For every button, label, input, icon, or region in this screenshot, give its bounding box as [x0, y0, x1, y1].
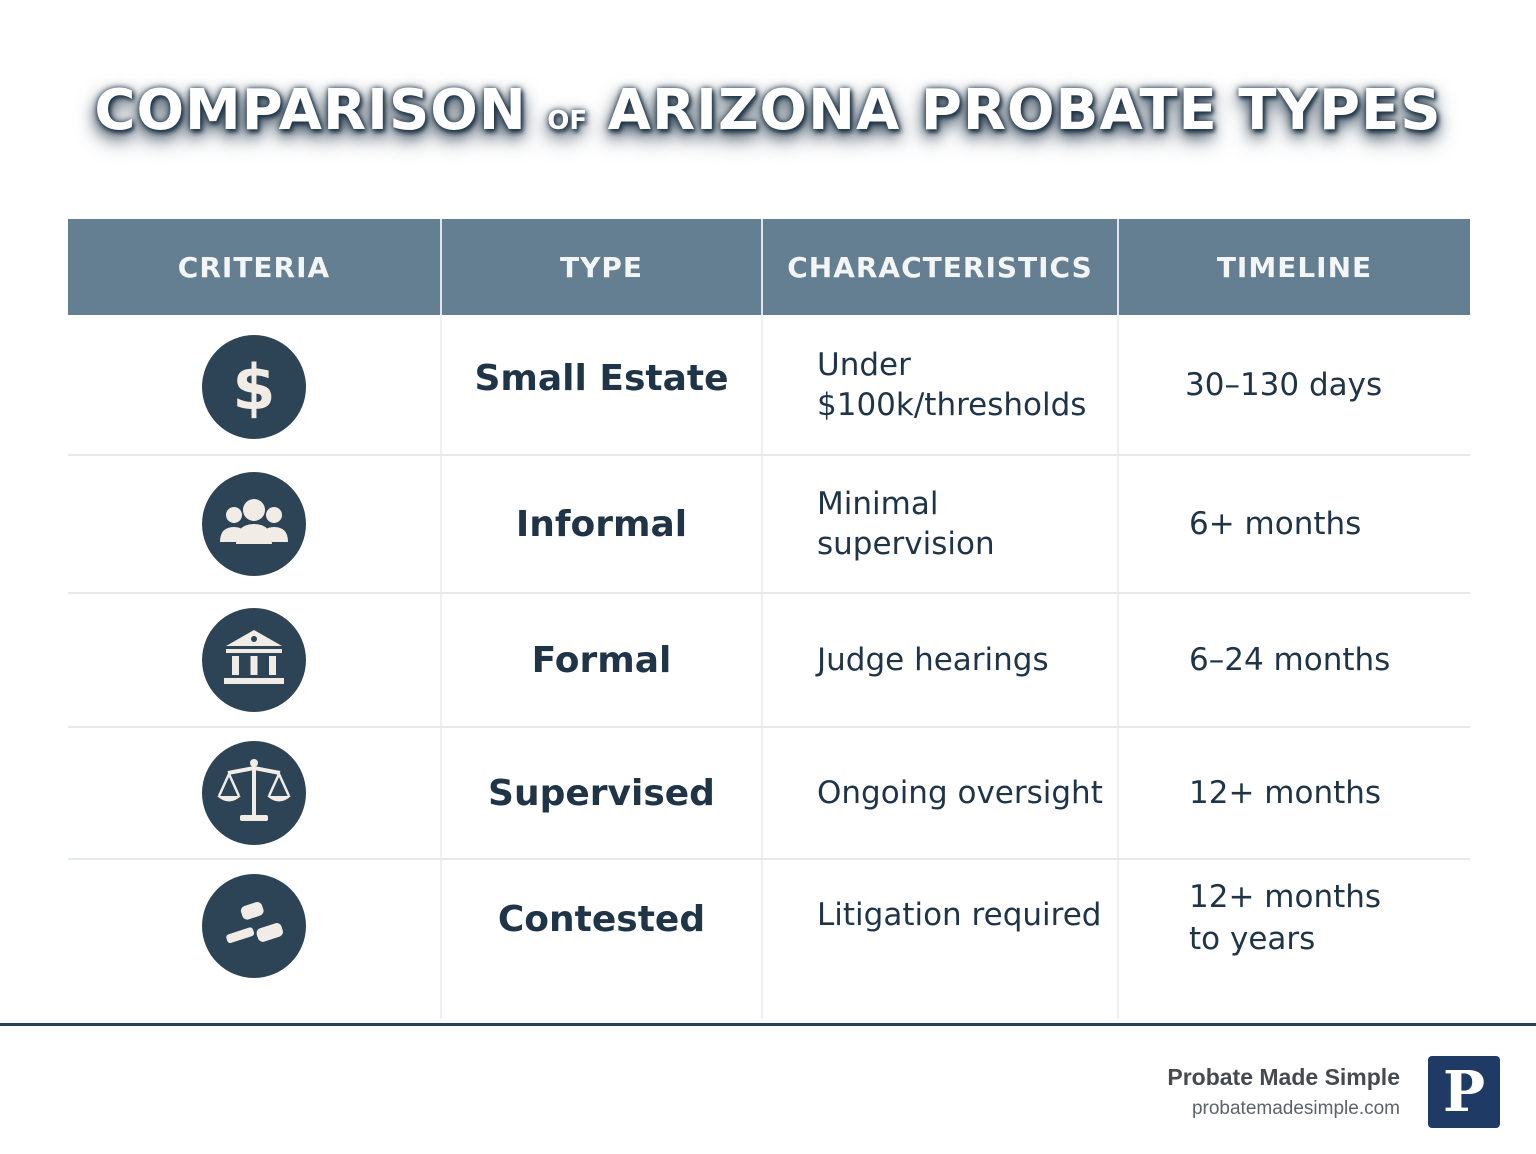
characteristics-cell: Judge hearings: [762, 593, 1119, 728]
title-part-comparison: COMPARISON: [94, 78, 527, 143]
title-area: COMPARISON OF ARIZONA PROBATE TYPES: [0, 78, 1536, 143]
table-row: Contested Litigation required 12+ months…: [68, 859, 1470, 1019]
timeline-cell: 6+ months: [1118, 455, 1470, 594]
characteristics-cell: Minimal supervision: [762, 455, 1119, 594]
characteristics-cell: Under $100k/thresholds: [762, 315, 1119, 456]
criteria-cell: [68, 859, 442, 1019]
type-cell: Small Estate: [441, 315, 763, 456]
type-cell: Supervised: [441, 727, 763, 860]
brand-url[interactable]: probatemadesimple.com: [1191, 1098, 1400, 1119]
criteria-cell: $: [68, 315, 442, 456]
timeline-cell: 30–130 days: [1118, 315, 1470, 456]
brand-name: Probate Made Simple: [1167, 1064, 1400, 1090]
table-row: Informal Minimal supervision 6+ months: [68, 455, 1470, 594]
table-row: Formal Judge hearings 6–24 months: [68, 593, 1470, 728]
header-characteristics: CHARACTERISTICS: [762, 219, 1119, 315]
dollar-icon: $: [202, 334, 306, 439]
table-row: Supervised Ongoing oversight 12+ months: [68, 727, 1470, 860]
characteristics-line: Litigation required: [817, 896, 1102, 933]
type-cell: Formal: [441, 593, 763, 728]
header-criteria: CRITERIA: [68, 219, 442, 315]
header-timeline: TIMELINE: [1118, 219, 1470, 315]
timeline-line: 30–130 days: [1185, 366, 1383, 403]
svg-text:$: $: [232, 351, 275, 424]
courthouse-icon: [202, 608, 306, 712]
timeline-line: 12+ months: [1189, 878, 1382, 915]
timeline-cell: 12+ months to years: [1118, 859, 1470, 1019]
criteria-cell: [68, 593, 442, 728]
characteristics-line: Under: [817, 346, 911, 383]
timeline-line: 6+ months: [1189, 506, 1362, 542]
comparison-table: CRITERIA TYPE CHARACTERISTICS TIMELINE $…: [68, 219, 1470, 1019]
characteristics-line: Ongoing oversight: [817, 775, 1103, 811]
characteristics-line: $100k/thresholds: [817, 386, 1087, 423]
characteristics-line: Minimal supervision: [817, 486, 995, 562]
criteria-cell: [68, 455, 442, 594]
characteristics-cell: Ongoing oversight: [762, 727, 1119, 860]
table-row: $ Small Estate Under $100k/thresholds 30…: [68, 315, 1470, 456]
scales-icon: [202, 741, 306, 845]
timeline-cell: 6–24 months: [1118, 593, 1470, 728]
characteristics-cell: Litigation required: [762, 859, 1119, 1019]
people-icon: [202, 472, 306, 576]
gavel-icon: [202, 873, 306, 978]
title-part-arizona: ARIZONA PROBATE TYPES: [607, 78, 1442, 143]
type-cell: Informal: [441, 455, 763, 594]
title-part-of: OF: [547, 106, 588, 136]
timeline-cell: 12+ months: [1118, 727, 1470, 860]
criteria-cell: [68, 727, 442, 860]
timeline-line: 6–24 months: [1189, 642, 1391, 678]
header-type: TYPE: [441, 219, 763, 315]
timeline-line: to years: [1189, 920, 1316, 957]
header-row: CRITERIA TYPE CHARACTERISTICS TIMELINE: [68, 219, 1470, 315]
type-cell: Contested: [441, 859, 763, 1019]
timeline-line: 12+ months: [1189, 775, 1382, 811]
footer-divider: [0, 1023, 1536, 1026]
characteristics-line: Judge hearings: [817, 642, 1049, 678]
brand-logo: P: [1428, 1056, 1500, 1128]
page-title: COMPARISON OF ARIZONA PROBATE TYPES: [94, 78, 1441, 143]
